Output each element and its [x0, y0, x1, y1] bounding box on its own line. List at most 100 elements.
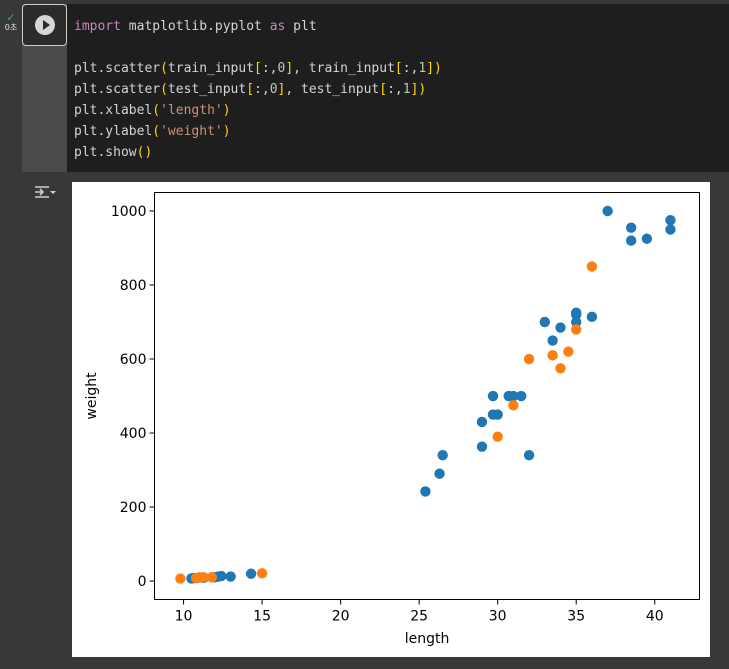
code-editor[interactable]: import matplotlib.pyplot as plt plt.scat… [67, 4, 729, 172]
code-token: ] [426, 61, 435, 76]
code-token: plt.ylabel [74, 124, 153, 139]
test-data-point [198, 572, 210, 583]
y-tick-label: 800 [120, 278, 147, 294]
code-token: 1 [418, 61, 427, 76]
code-token: 0 [269, 82, 278, 97]
code-token: ] [285, 61, 294, 76]
code-token: plt.scatter [74, 61, 161, 76]
code-token: () [136, 145, 153, 160]
train-data-point [547, 335, 558, 346]
train-data-point [492, 409, 503, 420]
train-data-point [571, 316, 582, 328]
code-token: plt [285, 19, 317, 34]
train-data-point [487, 390, 499, 402]
x-tick-label: 25 [410, 609, 428, 625]
code-token: plt.scatter [74, 82, 161, 97]
code-line[interactable]: import matplotlib.pyplot as plt [74, 19, 317, 34]
code-text[interactable]: import matplotlib.pyplot as plt plt.scat… [74, 16, 442, 163]
x-tick-label: 20 [332, 609, 350, 625]
code-token: [ [394, 61, 403, 76]
test-data-point [175, 573, 186, 584]
code-token: :, [402, 61, 419, 76]
output-menu-icon[interactable] [33, 182, 57, 202]
code-token: ( [152, 124, 161, 139]
code-token: ) [418, 82, 427, 97]
code-token: ) [434, 61, 442, 76]
code-token: train_input [167, 61, 255, 76]
test-data-point [508, 400, 519, 411]
code-token: ) [222, 103, 231, 118]
train-data-point [571, 309, 582, 320]
y-tick-label: 0 [138, 574, 147, 590]
y-tick-label: 400 [120, 426, 147, 442]
test-data-point [492, 431, 503, 442]
code-token: as [269, 19, 286, 34]
y-tick-label: 200 [120, 500, 147, 516]
test-data-point [523, 353, 535, 365]
cell-status: ✓ 0초 [1, 12, 21, 33]
code-line[interactable]: plt.xlabel('length') [74, 103, 231, 118]
train-data-point [434, 468, 445, 479]
code-token: [ [379, 82, 388, 97]
x-axis-label: length [405, 631, 450, 647]
train-data-point [508, 390, 519, 402]
code-token: [ [254, 61, 262, 76]
x-tick-label: 30 [489, 609, 507, 625]
code-token: 'length' [160, 103, 223, 118]
train-data-point [555, 322, 566, 333]
code-token: ] [277, 82, 286, 97]
code-token: matplotlib.pyplot [120, 19, 270, 34]
code-line[interactable]: plt.scatter(test_input[:,0], test_input[… [74, 82, 426, 97]
code-token: plt.show [74, 145, 137, 160]
code-token: 0 [277, 61, 286, 76]
code-token: 'weight' [160, 124, 223, 139]
code-token: 1 [402, 82, 411, 97]
code-token: ( [160, 61, 168, 76]
train-data-point [625, 222, 637, 233]
test-data-point [547, 350, 558, 361]
y-axis-label: weight [84, 372, 100, 420]
code-token: ] [410, 82, 419, 97]
code-token: plt.xlabel [74, 103, 153, 118]
y-tick-label: 600 [120, 352, 147, 368]
plot-output: 10 15 20 25 30 35 40 0 200 400 600 800 1000 length … [72, 182, 710, 657]
code-token: ) [222, 124, 231, 139]
code-token: :, [254, 82, 270, 97]
train-data-point [216, 570, 227, 582]
cell-gutter: ✓ 0초 [0, 0, 22, 669]
train-data-point [437, 450, 448, 461]
x-tick-label: 35 [567, 609, 585, 625]
test-data-point [256, 568, 268, 579]
test-data-point [555, 363, 566, 374]
train-data-point [625, 235, 637, 246]
code-line[interactable]: plt.scatter(train_input[:,0], train_inpu… [74, 61, 442, 76]
train-data-point [476, 441, 488, 452]
run-cell-button[interactable] [22, 4, 67, 46]
x-tick-label: 10 [175, 609, 193, 625]
train-data-point [523, 450, 535, 461]
train-data-point [225, 571, 236, 582]
code-token: import [74, 19, 121, 34]
train-data-point [586, 311, 598, 323]
execution-time: 0초 [4, 23, 18, 32]
test-data-point [586, 261, 598, 272]
code-token: ( [160, 82, 168, 97]
play-icon [35, 15, 55, 35]
code-line[interactable]: plt.ylabel('weight') [74, 124, 231, 139]
train-data-point [476, 416, 488, 428]
y-tick-label: 1000 [111, 204, 147, 220]
train-data-point [516, 390, 527, 402]
code-token: ( [152, 103, 161, 118]
test-data-point [571, 324, 582, 335]
train-data-point [245, 568, 257, 579]
train-data-point [602, 205, 613, 217]
code-token: , test_input [285, 82, 380, 97]
train-data-point [420, 486, 431, 497]
code-token: , train_input [293, 61, 395, 76]
train-data-point [641, 233, 653, 244]
code-token: :, [387, 82, 403, 97]
x-tick-label: 40 [646, 609, 664, 625]
x-tick-label: 15 [253, 609, 271, 625]
code-line[interactable]: plt.show() [74, 145, 152, 160]
